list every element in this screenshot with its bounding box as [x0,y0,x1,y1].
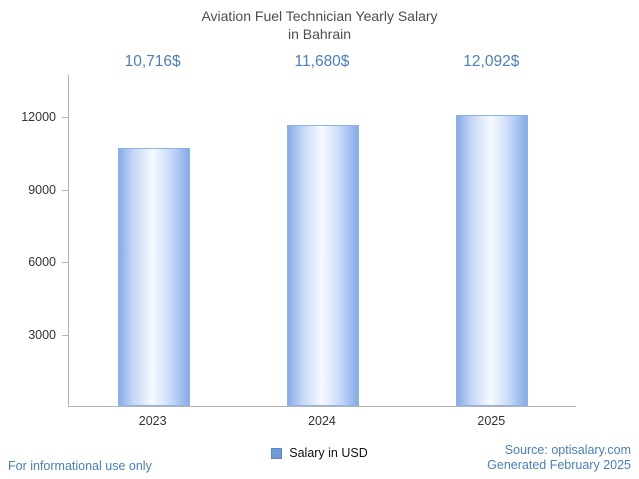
y-tick-label: 9000 [28,182,56,197]
y-tick-mark [62,334,68,336]
x-axis-label: 2024 [308,414,336,428]
footer-source: Source: optisalary.com Generated Februar… [487,443,631,474]
y-tick-mark [62,262,68,264]
bar-value-label: 11,680$ [294,53,350,70]
x-axis-label: 2023 [138,414,167,428]
y-tick-label: 12000 [21,110,56,125]
chart-title-line1: Aviation Fuel Technician Yearly Salary [201,8,438,24]
bar-2023 [117,148,190,406]
bar-value-label: 12,092$ [463,53,520,70]
legend-label: Salary in USD [289,446,368,460]
legend: Salary in USD [0,446,639,460]
y-tick-label: 6000 [28,255,56,270]
footer-generated-line: Generated February 2025 [487,458,631,473]
y-tick-mark [62,189,68,191]
y-tick-mark [62,117,68,119]
bar-2024 [286,124,359,406]
chart-title: Aviation Fuel Technician Yearly Salary i… [0,7,639,43]
bar-value-labels: 10,716$ 11,680$ 12,092$ [68,53,576,71]
plot-area [68,75,576,407]
x-axis-labels: 2023 2024 2025 [68,414,576,428]
y-axis: 3000 6000 9000 12000 [8,75,68,407]
y-tick-label: 3000 [28,327,56,342]
bar-2025 [455,114,528,406]
x-axis-label: 2025 [477,414,506,428]
footer-disclaimer: For informational use only [8,459,152,473]
footer-source-line: Source: optisalary.com [504,442,631,457]
legend-swatch-icon [271,447,283,459]
chart-title-line2: in Bahrain [287,26,352,43]
bar-value-label: 10,716$ [124,53,181,70]
